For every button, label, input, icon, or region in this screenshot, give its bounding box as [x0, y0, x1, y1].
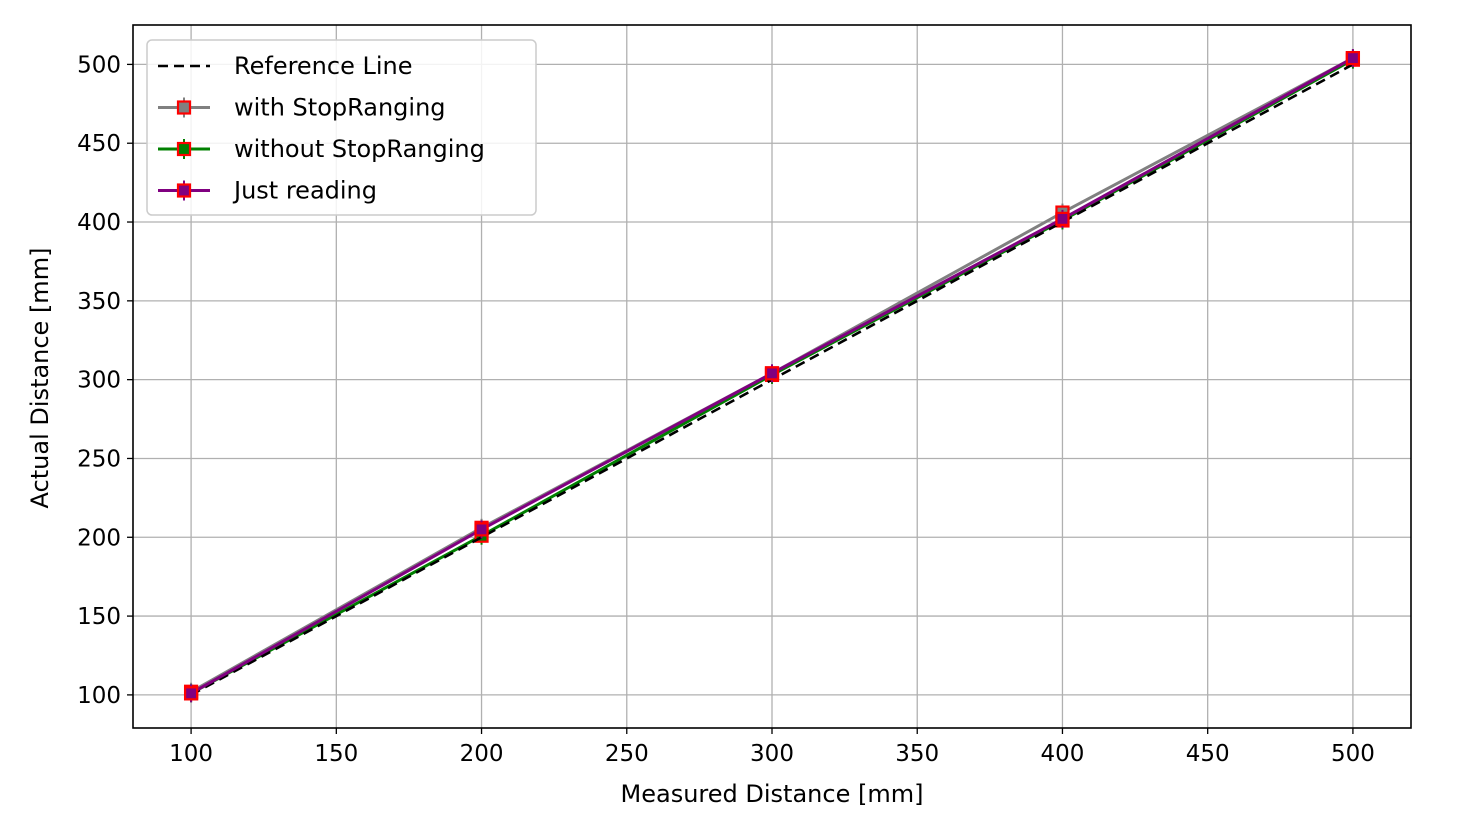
y-axis-label: Actual Distance [mm]	[26, 248, 54, 509]
y-tick-label: 350	[77, 289, 121, 315]
y-tick-label: 150	[77, 604, 121, 630]
x-tick-label: 250	[605, 741, 649, 767]
y-tick-label: 250	[77, 446, 121, 472]
legend: Reference Line with StopRanging without St…	[146, 39, 537, 216]
legend-label: Reference Line	[234, 52, 413, 80]
data-point	[474, 522, 489, 537]
y-tick-label: 200	[77, 525, 121, 551]
x-tick-label: 150	[314, 741, 358, 767]
x-axis-label: Measured Distance [mm]	[621, 780, 924, 808]
x-tick-label: 500	[1331, 741, 1375, 767]
legend-item-just-reading: Just reading	[158, 177, 377, 205]
legend-item-without-stopranging: without StopRanging	[158, 135, 485, 163]
x-tick-label: 350	[895, 741, 939, 767]
x-tick-label: 400	[1041, 741, 1085, 767]
legend-marker	[176, 141, 192, 157]
data-point	[1345, 51, 1361, 66]
legend-item-reference-line: Reference Line	[158, 52, 413, 80]
legend-label: without StopRanging	[234, 135, 485, 163]
x-tick-label: 300	[750, 741, 794, 767]
x-tick-label: 450	[1186, 741, 1230, 767]
legend-marker	[176, 183, 192, 198]
legend-frame	[146, 39, 537, 216]
legend-item-with-stopranging: with StopRanging	[158, 94, 446, 122]
y-tick-label: 500	[77, 52, 121, 78]
data-point	[764, 366, 780, 381]
x-tick-label: 200	[460, 741, 504, 767]
x-tick-label: 100	[169, 741, 213, 767]
plot-series	[183, 49, 1361, 703]
series-just-reading	[183, 49, 1361, 703]
legend-label: with StopRanging	[234, 94, 446, 122]
data-point	[183, 686, 199, 701]
y-tick-label: 100	[77, 683, 121, 709]
y-tick-label: 400	[77, 210, 121, 236]
legend-marker	[176, 100, 192, 115]
legend-label: Just reading	[232, 177, 377, 205]
axis-ticks: 100 150 200 250 300 350 400 450 500 100 150 200 250 3…	[77, 52, 1375, 767]
data-point	[1055, 211, 1070, 226]
y-tick-label: 450	[77, 131, 121, 157]
y-tick-label: 300	[77, 368, 121, 394]
